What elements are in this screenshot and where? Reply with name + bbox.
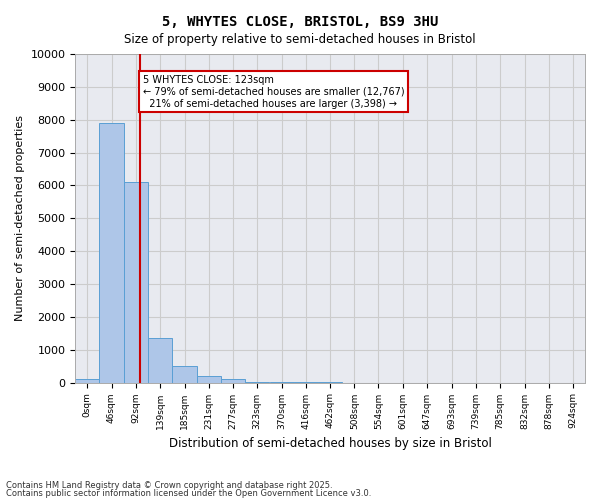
Bar — [75, 380, 100, 382]
Bar — [100, 123, 124, 382]
Y-axis label: Number of semi-detached properties: Number of semi-detached properties — [15, 116, 25, 322]
Bar — [124, 182, 148, 382]
Text: Contains HM Land Registry data © Crown copyright and database right 2025.: Contains HM Land Registry data © Crown c… — [6, 481, 332, 490]
Text: Size of property relative to semi-detached houses in Bristol: Size of property relative to semi-detach… — [124, 32, 476, 46]
Text: Contains public sector information licensed under the Open Government Licence v3: Contains public sector information licen… — [6, 488, 371, 498]
Bar — [197, 376, 221, 382]
Text: 5, WHYTES CLOSE, BRISTOL, BS9 3HU: 5, WHYTES CLOSE, BRISTOL, BS9 3HU — [162, 15, 438, 29]
Bar — [221, 379, 245, 382]
Bar — [148, 338, 172, 382]
Bar — [172, 366, 197, 382]
X-axis label: Distribution of semi-detached houses by size in Bristol: Distribution of semi-detached houses by … — [169, 437, 491, 450]
Text: 5 WHYTES CLOSE: 123sqm
← 79% of semi-detached houses are smaller (12,767)
  21% : 5 WHYTES CLOSE: 123sqm ← 79% of semi-det… — [143, 76, 404, 108]
